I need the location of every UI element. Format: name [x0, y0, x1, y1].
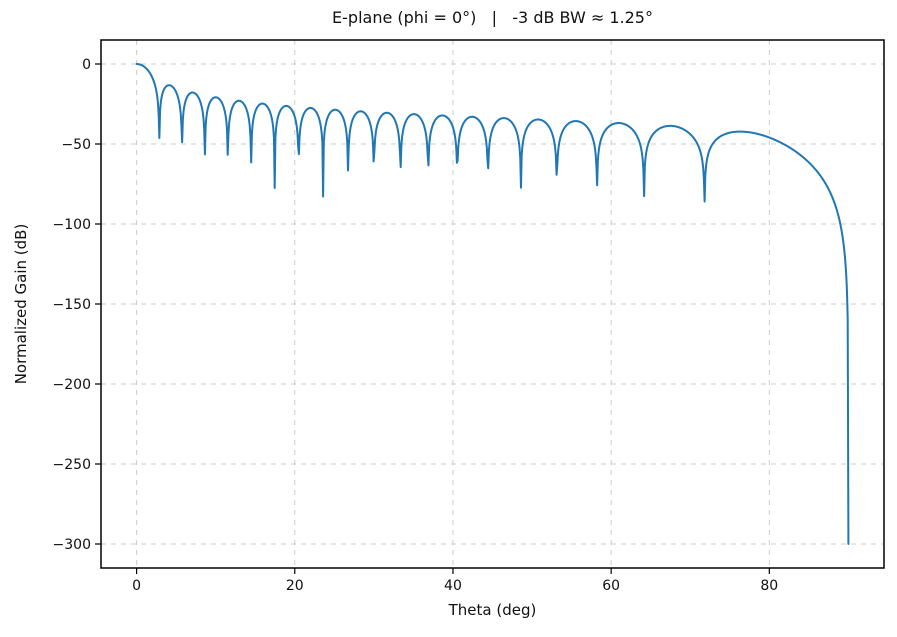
x-tick-label-0: 0	[132, 578, 141, 594]
x-tick-label-40: 40	[444, 578, 462, 594]
y-tick-label--250: −250	[53, 457, 91, 473]
y-tick-label--100: −100	[53, 217, 91, 233]
x-tick-label-80: 80	[760, 578, 778, 594]
x-tick-label-60: 60	[602, 578, 620, 594]
x-axis-label: Theta (deg)	[448, 601, 537, 619]
y-axis-label: Normalized Gain (dB)	[12, 223, 30, 385]
x-tick-label-20: 20	[286, 578, 304, 594]
chart-title: E-plane (phi = 0°) | -3 dB BW ≈ 1.25°	[332, 8, 653, 27]
y-tick-label-0: 0	[82, 57, 91, 73]
pattern-curve	[135, 63, 850, 545]
y-tick-label--150: −150	[53, 297, 91, 313]
y-tick-label--200: −200	[53, 377, 91, 393]
y-tick-label--50: −50	[61, 137, 91, 153]
y-tick-label--300: −300	[53, 537, 91, 553]
